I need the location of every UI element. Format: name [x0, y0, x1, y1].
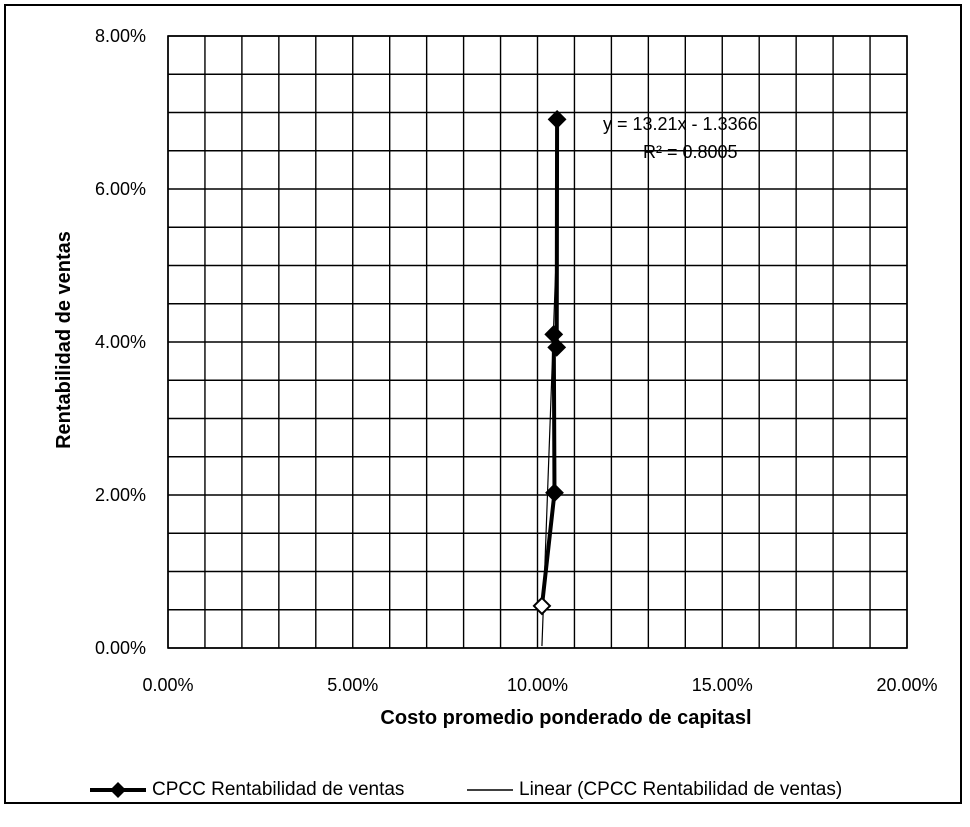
legend: CPCC Rentabilidad de ventas Linear (CPCC… [0, 775, 970, 805]
x-tick-label: 15.00% [692, 675, 753, 695]
legend-series-swatch [90, 782, 146, 798]
legend-item-series: CPCC Rentabilidad de ventas [88, 775, 404, 805]
y-axis-title: Rentabilidad de ventas [53, 231, 75, 449]
trendline-r-squared: R² = 0.8005 [643, 142, 738, 162]
x-tick-label: 0.00% [142, 675, 193, 695]
axis-layer: 0.00% 5.00% 10.00% 15.00% 20.00% 0.00% 2.00% 4.… [95, 26, 938, 695]
legend-series-label: CPCC Rentabilidad de ventas [152, 779, 405, 800]
data-point-marker [545, 483, 564, 503]
y-tick-label: 4.00% [95, 332, 146, 352]
y-tick-label: 8.00% [95, 26, 146, 46]
x-tick-label: 10.00% [507, 675, 568, 695]
data-point-marker [544, 324, 564, 344]
data-point-marker [547, 337, 567, 357]
x-tick-label: 5.00% [327, 675, 378, 695]
trendline-equation: y = 13.21x - 1.3366 [603, 114, 758, 134]
grid-layer [167, 35, 908, 649]
y-tick-label: 0.00% [95, 638, 146, 658]
x-tick-label: 20.00% [876, 675, 937, 695]
plot-area-border [167, 35, 908, 649]
data-point-marker [532, 596, 552, 616]
legend-trendline-swatch [467, 789, 513, 791]
series-layer [532, 109, 567, 647]
y-tick-label: 2.00% [95, 485, 146, 505]
x-axis-title: Costo promedio ponderado de capitasl [380, 707, 751, 729]
chart-frame [4, 4, 962, 804]
legend-item-trendline: Linear (CPCC Rentabilidad de ventas) [465, 775, 842, 805]
data-point-marker [547, 109, 567, 129]
legend-trendline-label: Linear (CPCC Rentabilidad de ventas) [519, 779, 843, 800]
y-tick-label: 6.00% [95, 179, 146, 199]
label-layer: y = 13.21x - 1.3366 R² = 0.8005 Costo pr… [53, 114, 758, 729]
chart-plot: 0.00% 5.00% 10.00% 15.00% 20.00% 0.00% 2.00% 4.… [53, 26, 938, 729]
